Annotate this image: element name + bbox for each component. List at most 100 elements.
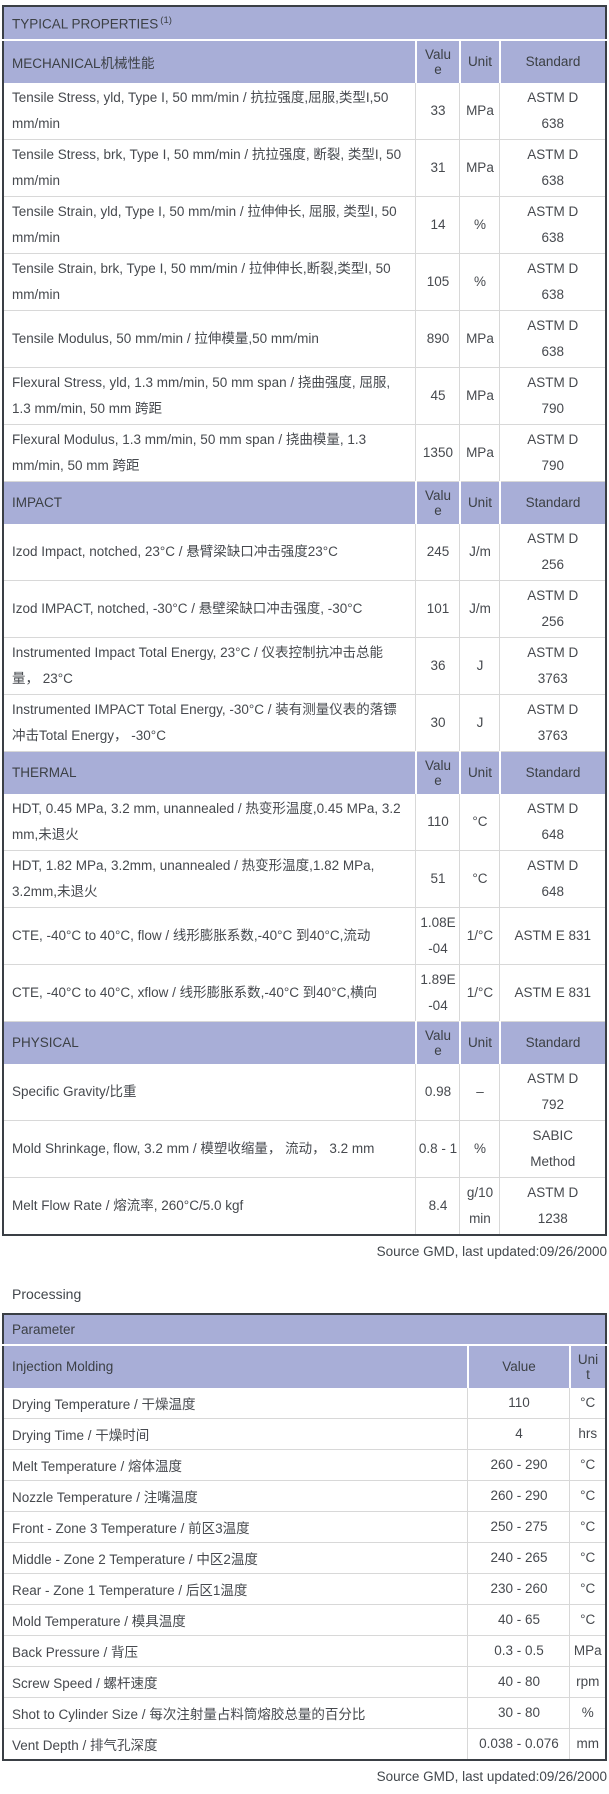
value-cell: 8.4 [415, 1177, 460, 1235]
unit-cell: MPa [459, 139, 500, 197]
parameter-cell: Shot to Cylinder Size / 每次注射量占料筒熔胶总量的百分比 [3, 1697, 468, 1729]
standard-cell: ASTM D 792 [499, 1063, 606, 1121]
unit-cell: rpm [569, 1666, 606, 1698]
value-cell: 240 - 265 [467, 1542, 570, 1574]
properties-source-note: Source GMD, last updated:09/26/2000 [376, 1243, 607, 1259]
parameter-cell: Screw Speed / 螺杆速度 [3, 1666, 468, 1698]
value-cell: 1350 [415, 424, 460, 482]
parameter-cell: Back Pressure / 背压 [3, 1635, 468, 1667]
section-header-row: THERMAL Value Unit Standard [3, 751, 606, 794]
property-cell: Flexural Stress, yld, 1.3 mm/min, 50 mm … [3, 367, 416, 425]
column-header-value: Value [414, 751, 460, 794]
value-cell: 4 [467, 1418, 570, 1450]
standard-cell: ASTM D 256 [499, 580, 606, 638]
processing-source-note: Source GMD, last updated:09/26/2000 [376, 1768, 607, 1784]
value-cell: 250 - 275 [467, 1511, 570, 1543]
property-cell: Instrumented Impact Total Energy, 23°C /… [3, 637, 416, 695]
standard-cell: SABIC Method [499, 1120, 606, 1178]
unit-cell: J/m [459, 523, 500, 581]
table-row: Tensile Stress, brk, Type I, 50 mm/min /… [3, 139, 606, 197]
table-row: Izod Impact, notched, 23°C / 悬臂梁缺口冲击强度23… [3, 523, 606, 581]
unit-cell: °C [569, 1387, 606, 1419]
table-row: Back Pressure / 背压 0.3 - 0.5 MPa [3, 1635, 606, 1667]
table-row: Flexural Stress, yld, 1.3 mm/min, 50 mm … [3, 367, 606, 425]
parameter-cell: Front - Zone 3 Temperature / 前区3温度 [3, 1511, 468, 1543]
unit-cell: % [569, 1697, 606, 1729]
value-cell: 890 [415, 310, 460, 368]
property-cell: Instrumented IMPACT Total Energy, -30°C … [3, 694, 416, 752]
table-row: Instrumented Impact Total Energy, 23°C /… [3, 637, 606, 695]
standard-cell: ASTM D 790 [499, 424, 606, 482]
column-header-unit: Unit [458, 751, 500, 794]
column-header-standard: Standard [498, 1021, 606, 1064]
table-row: Tensile Stress, yld, Type I, 50 mm/min /… [3, 82, 606, 140]
unit-cell: MPa [569, 1635, 606, 1667]
parameter-cell: Drying Temperature / 干燥温度 [3, 1387, 468, 1419]
table-row: Mold Temperature / 模具温度 40 - 65 °C [3, 1604, 606, 1636]
section-header-row: MECHANICAL机械性能 Value Unit Standard [3, 39, 606, 83]
table-row: Vent Depth / 排气孔深度 0.038 - 0.076 mm [3, 1728, 606, 1760]
table-row: Mold Shrinkage, flow, 3.2 mm / 模塑收缩量， 流动… [3, 1120, 606, 1178]
value-cell: 105 [415, 253, 460, 311]
table-row: CTE, -40°C to 40°C, flow / 线形膨胀系数,-40°C … [3, 907, 606, 965]
table-row: Tensile Modulus, 50 mm/min / 拉伸模量,50 mm/… [3, 310, 606, 368]
standard-cell: ASTM D 648 [499, 850, 606, 908]
table-title-text: TYPICAL PROPERTIES [12, 16, 159, 32]
value-cell: 110 [467, 1387, 570, 1419]
property-cell: CTE, -40°C to 40°C, xflow / 线形膨胀系数,-40°C… [3, 964, 416, 1022]
processing-table: Parameter Injection Molding Value Unit Dryin… [2, 1312, 607, 1761]
column-header-value: Value [414, 481, 460, 524]
column-header-value: Value [466, 1344, 570, 1388]
column-header-unit: Unit [458, 481, 500, 524]
value-cell: 36 [415, 637, 460, 695]
unit-cell: J/m [459, 580, 500, 638]
parameter-cell: Middle - Zone 2 Temperature / 中区2温度 [3, 1542, 468, 1574]
processing-heading: Processing [12, 1285, 82, 1302]
value-cell: 0.8 - 1 [415, 1120, 460, 1178]
value-cell: 40 - 65 [467, 1604, 570, 1636]
unit-cell: MPa [459, 82, 500, 140]
property-cell: CTE, -40°C to 40°C, flow / 线形膨胀系数,-40°C … [3, 907, 416, 965]
section-label: MECHANICAL机械性能 [3, 39, 416, 83]
table-row: Izod IMPACT, notched, -30°C / 悬壁梁缺口冲击强度,… [3, 580, 606, 638]
value-cell: 260 - 290 [467, 1480, 570, 1512]
parameter-cell: Rear - Zone 1 Temperature / 后区1温度 [3, 1573, 468, 1605]
column-header-unit: Unit [458, 1021, 500, 1064]
value-cell: 31 [415, 139, 460, 197]
table-title: TYPICAL PROPERTIES (1) [3, 6, 606, 41]
column-header-standard: Standard [498, 39, 606, 83]
property-cell: Tensile Strain, brk, Type I, 50 mm/min /… [3, 253, 416, 311]
parameter-cell: Nozzle Temperature / 注嘴温度 [3, 1480, 468, 1512]
section-label: THERMAL [3, 751, 416, 794]
table-title-superscript: (1) [160, 15, 172, 26]
column-header-value: Value [414, 1021, 460, 1064]
unit-cell: – [459, 1063, 500, 1121]
table-row: Rear - Zone 1 Temperature / 后区1温度 230 - 2… [3, 1573, 606, 1605]
section-label: IMPACT [3, 481, 416, 524]
unit-cell: 1/°C [459, 907, 500, 965]
value-cell: 1.89E-04 [415, 964, 460, 1022]
value-cell: 245 [415, 523, 460, 581]
value-cell: 33 [415, 82, 460, 140]
unit-cell: % [459, 196, 500, 254]
unit-cell: °C [459, 850, 500, 908]
unit-cell: MPa [459, 424, 500, 482]
property-cell: Tensile Stress, yld, Type I, 50 mm/min /… [3, 82, 416, 140]
table-row: Nozzle Temperature / 注嘴温度 260 - 290 °C [3, 1480, 606, 1512]
value-cell: 45 [415, 367, 460, 425]
unit-cell: MPa [459, 367, 500, 425]
standard-cell: ASTM D 1238 [499, 1177, 606, 1235]
unit-cell: °C [569, 1511, 606, 1543]
property-cell: Tensile Stress, brk, Type I, 50 mm/min /… [3, 139, 416, 197]
table-row: Melt Temperature / 熔体温度 260 - 290 °C [3, 1449, 606, 1481]
value-cell: 30 - 80 [467, 1697, 570, 1729]
property-cell: Tensile Modulus, 50 mm/min / 拉伸模量,50 mm/… [3, 310, 416, 368]
value-cell: 51 [415, 850, 460, 908]
unit-cell: J [459, 694, 500, 752]
table-row: Instrumented IMPACT Total Energy, -30°C … [3, 694, 606, 752]
value-cell: 1.08E-04 [415, 907, 460, 965]
value-cell: 0.038 - 0.076 [467, 1728, 570, 1760]
value-cell: 110 [415, 793, 460, 851]
value-cell: 0.98 [415, 1063, 460, 1121]
